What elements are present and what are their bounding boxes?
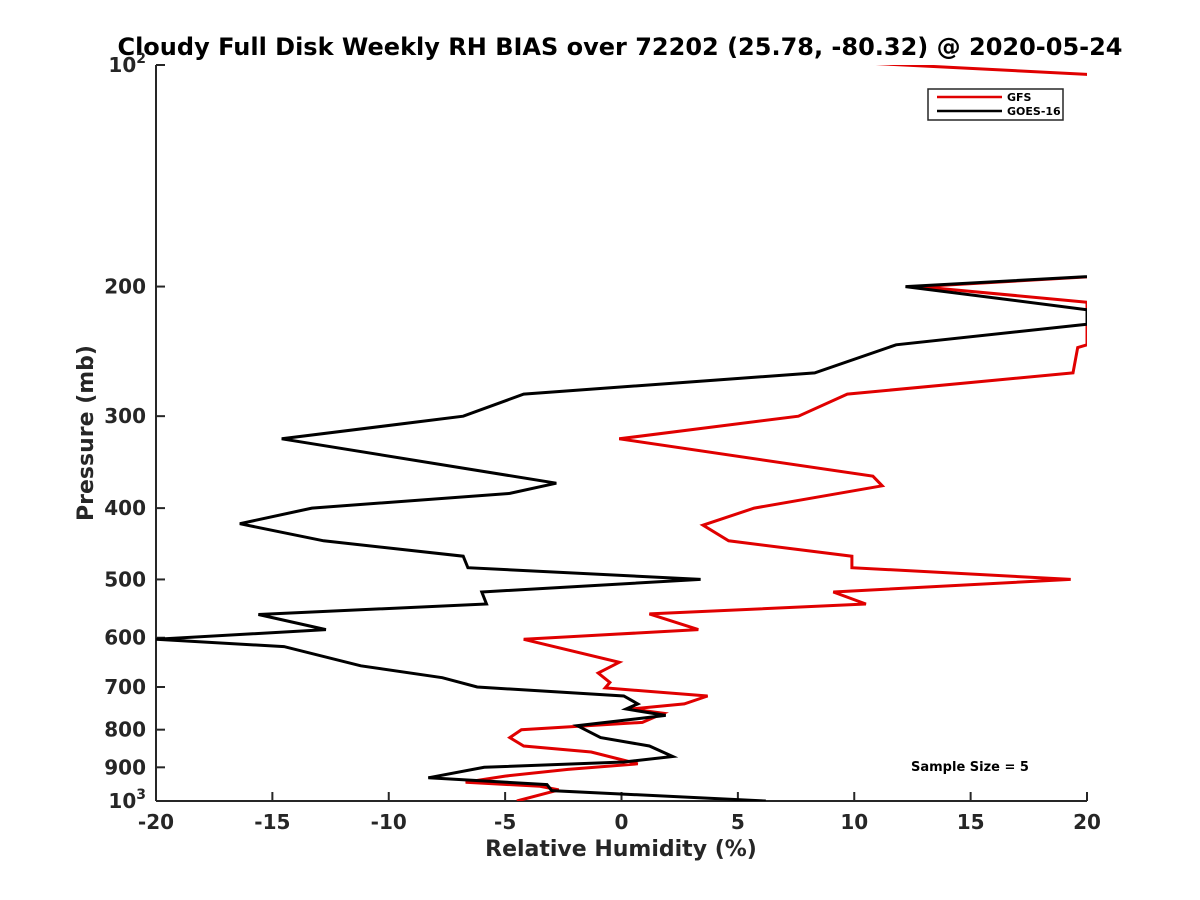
y-tick-label: 500 <box>104 567 146 591</box>
x-tick-label: 5 <box>731 810 745 834</box>
legend: GFS GOES-16 <box>927 88 1064 121</box>
x-tick-label: -10 <box>371 810 407 834</box>
axes: -20 -15 -10 -5 0 5 10 15 20 102 200 300 400 500 600 700… <box>104 51 1101 834</box>
y-tick-label: 800 <box>104 718 146 742</box>
legend-label-goes16: GOES-16 <box>1007 105 1061 118</box>
y-tick-label: 200 <box>104 275 146 299</box>
x-tick-label: -5 <box>494 810 516 834</box>
x-tick-label: -20 <box>138 810 174 834</box>
y-tick-label: 300 <box>104 404 146 428</box>
chart-title: Cloudy Full Disk Weekly RH BIAS over 722… <box>117 33 1122 61</box>
series-line-goes16 <box>156 275 1087 801</box>
series-line-gfs <box>465 65 1087 801</box>
legend-label-gfs: GFS <box>1007 91 1032 104</box>
x-tick-label: 15 <box>957 810 985 834</box>
x-tick-label: 10 <box>840 810 868 834</box>
x-axis-label: Relative Humidity (%) <box>485 837 757 862</box>
y-tick-label: 400 <box>104 496 146 520</box>
y-tick-label: 700 <box>104 675 146 699</box>
legend-box <box>927 88 1064 121</box>
x-tick-label: -15 <box>254 810 290 834</box>
y-tick-label: 600 <box>104 626 146 650</box>
x-tick-label: 20 <box>1073 810 1101 834</box>
y-axis-label: Pressure (mb) <box>74 345 99 521</box>
y-tick-label: 103 <box>108 787 146 813</box>
y-tick-label: 102 <box>108 51 146 77</box>
series-layer <box>156 65 1087 801</box>
x-tick-label: 0 <box>615 810 629 834</box>
y-tick-label: 900 <box>104 755 146 779</box>
sample-size-annotation: Sample Size = 5 <box>911 760 1029 775</box>
